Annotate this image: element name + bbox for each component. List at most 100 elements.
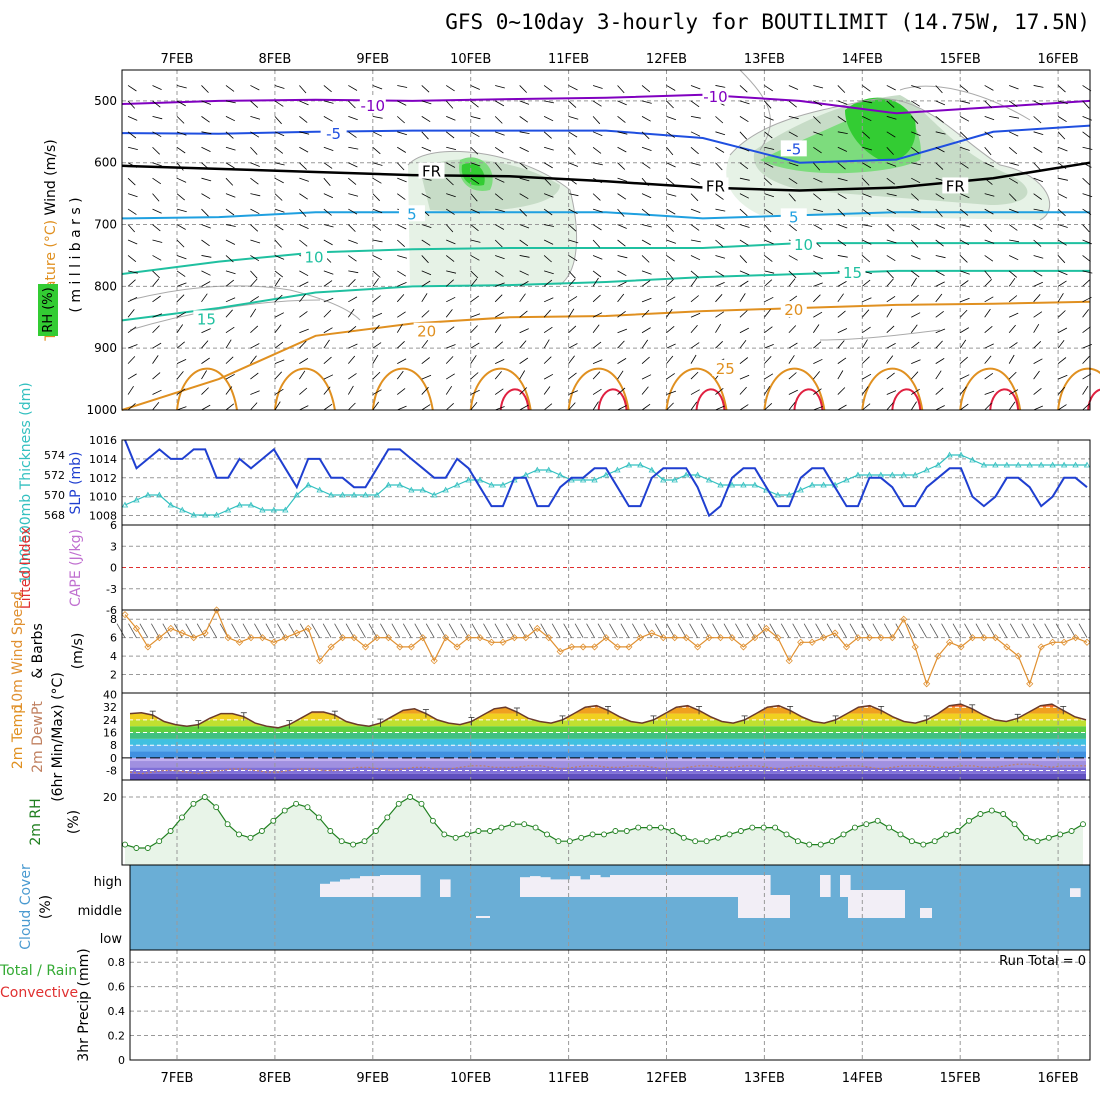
rh2m-point	[122, 841, 128, 848]
wind-barb	[886, 208, 896, 214]
wind-barb	[250, 193, 261, 197]
contour-label: 10	[305, 249, 324, 267]
wind10m-barb	[540, 623, 550, 638]
wind-barb	[250, 355, 257, 364]
wind-barb	[837, 116, 847, 123]
wind-speed-point	[968, 634, 977, 642]
wind-barb	[519, 224, 530, 229]
thickness-point	[820, 481, 827, 488]
wind-barb	[421, 374, 432, 380]
wind-barb	[813, 255, 823, 260]
wind-barb	[886, 390, 897, 395]
wind-barb	[862, 279, 871, 287]
wind-barb	[935, 293, 943, 303]
wind-barb	[494, 388, 504, 395]
thickness-point	[705, 476, 713, 483]
wind-barb	[984, 296, 994, 303]
wind-barb	[935, 131, 946, 135]
wind-barb	[1033, 255, 1044, 259]
wind-barb	[397, 131, 408, 136]
wind-barb	[372, 239, 383, 243]
wind-barb	[641, 255, 650, 263]
contour-label-bg	[418, 162, 445, 179]
wind-barb	[543, 131, 552, 139]
wind-y-tick-label: 2	[110, 669, 117, 682]
wind-barb	[445, 309, 453, 318]
wind-barb	[935, 255, 946, 259]
wind-barb	[715, 116, 724, 124]
wind-barb	[225, 356, 234, 364]
wind-barb	[519, 100, 530, 105]
wind-barb	[274, 131, 285, 137]
wind-barb	[421, 386, 429, 395]
wind-barb	[348, 279, 356, 287]
wind-barb	[445, 326, 455, 334]
cape-y-tick-label: 0	[110, 562, 117, 575]
wind-barb	[201, 370, 207, 380]
wind-barb	[641, 297, 652, 303]
wind-barb	[910, 401, 917, 411]
wind-barb	[348, 270, 359, 274]
wind-barb	[446, 193, 456, 198]
wind-barb	[152, 239, 163, 243]
wind-barb	[225, 326, 235, 334]
rh2m-area	[125, 797, 1083, 865]
wind-barb	[152, 177, 162, 185]
wind-barb	[152, 389, 162, 395]
wind-barb	[788, 193, 796, 202]
contour-label-bg	[942, 177, 969, 194]
wind10m-barb	[849, 623, 859, 638]
wind-barb	[1033, 311, 1043, 318]
rh2m-point	[1068, 828, 1075, 834]
wind-barb	[592, 388, 602, 395]
top-tick-label: 13FEB	[744, 52, 785, 67]
wind-barb	[372, 131, 382, 137]
wind-barb	[127, 162, 137, 168]
wind-barb	[739, 224, 750, 228]
wind-barb	[984, 85, 994, 91]
wind-barb	[543, 208, 553, 216]
wind-barb	[690, 115, 701, 119]
wind-barb	[690, 146, 699, 155]
wind-barb	[446, 162, 456, 168]
wind-barb	[176, 193, 185, 201]
wind-barb	[176, 208, 187, 213]
wind-barb	[960, 374, 970, 380]
wind-speed-point	[316, 657, 324, 665]
top-tick-label: 9FEB	[356, 52, 389, 67]
wind-barb	[274, 371, 282, 380]
precip-y-tick-label: 0.4	[108, 1005, 126, 1018]
wind-barb	[666, 255, 675, 262]
rh-legend-label: RH (%)	[41, 287, 56, 332]
wind10m-barb	[574, 623, 584, 638]
wind-barb	[299, 281, 309, 287]
thickness-point	[350, 491, 358, 498]
wind-barb	[397, 282, 407, 287]
wind-barb	[813, 324, 820, 333]
wind-barb	[323, 403, 333, 411]
wind-barb	[813, 270, 822, 277]
thickness-point	[385, 481, 392, 488]
wind-barb	[984, 308, 991, 318]
wind-barb	[494, 100, 505, 107]
wind-barb	[666, 308, 673, 318]
rh2m-point	[920, 841, 927, 848]
rh2m-point	[293, 800, 300, 807]
wind-barb	[935, 162, 944, 170]
cloud-high-cell	[1070, 888, 1081, 897]
precip-label: 3hr Precip (mm)	[76, 948, 92, 1061]
wind-barb	[641, 162, 651, 169]
wind-barb	[274, 255, 285, 260]
wind-barb	[397, 239, 405, 247]
wind-barb	[911, 359, 921, 365]
wind-barb	[568, 390, 578, 395]
wind-barb	[176, 116, 185, 124]
rh2m-point	[327, 828, 334, 834]
wind-barb	[764, 131, 773, 139]
wind10m-barb	[1078, 623, 1088, 638]
wind10m-barb	[632, 623, 641, 638]
thickness-point	[934, 461, 942, 468]
wind-barb	[372, 354, 379, 364]
wind-speed-point	[327, 643, 335, 651]
temp-y-tick-label: 40	[103, 689, 117, 702]
